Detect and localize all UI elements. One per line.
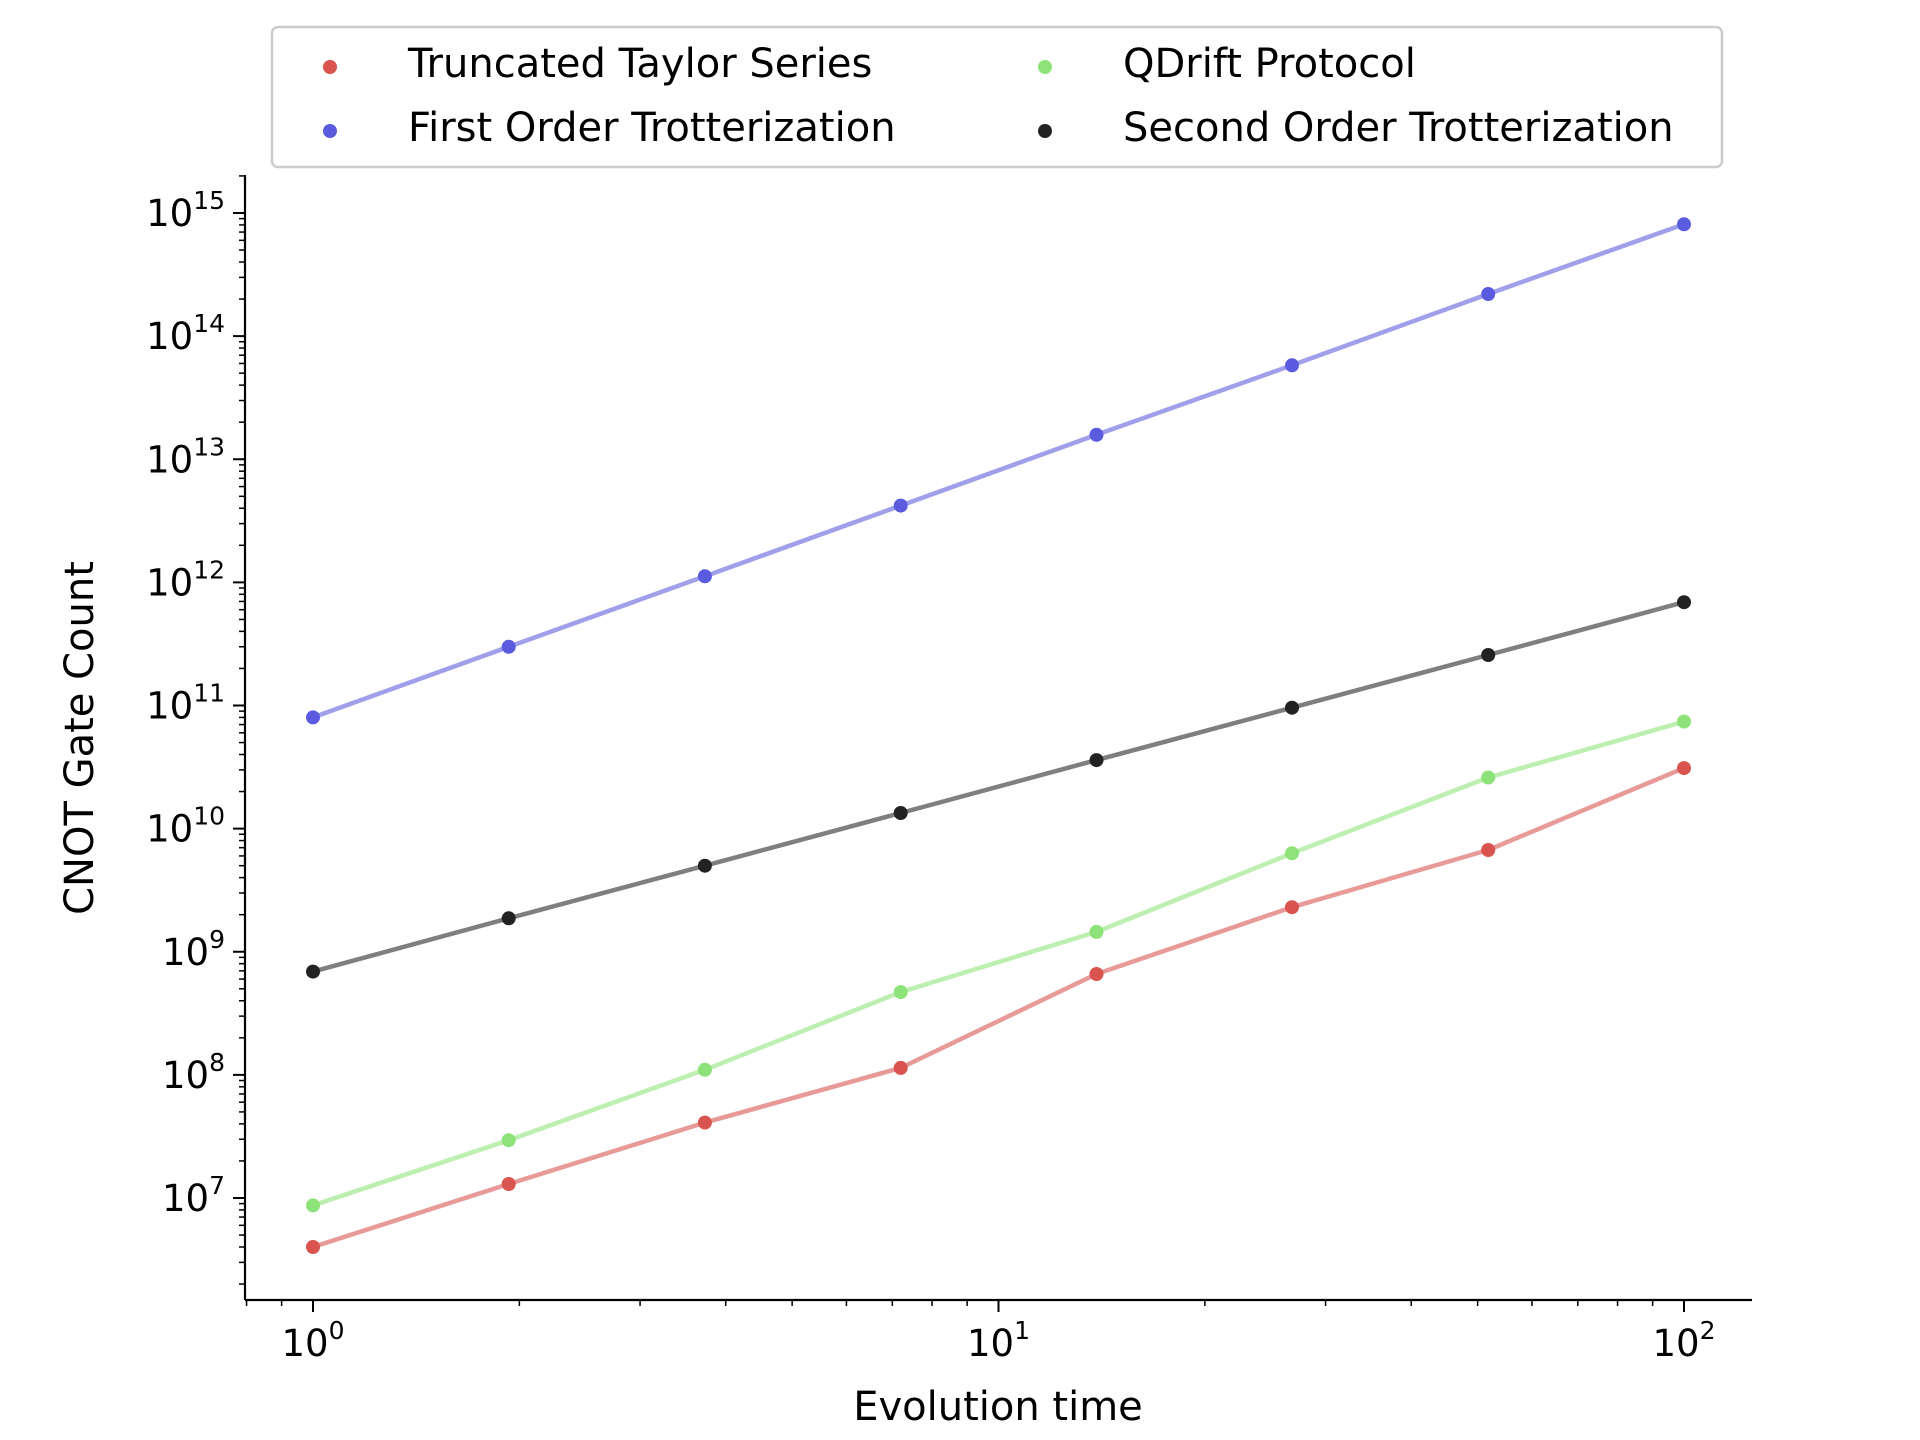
axes [243,175,1752,1302]
data-point-3-7 [1677,595,1691,610]
ticks: 100 101 102 107 108 109 1010 1011 1012 1013 1014 10… [146,175,1716,1365]
series-line-2 [310,719,1687,1208]
data-point-2-5 [1285,846,1299,861]
x-tick-label-1: 101 [967,1316,1030,1365]
data-point-0-4 [1089,967,1104,981]
y-tick-label-8: 1015 [146,186,225,235]
data-point-1-6 [1481,287,1496,301]
data-point-1-4 [1089,427,1104,442]
series-line-1 [310,222,1687,720]
data-point-1-2 [697,569,712,584]
data-point-3-5 [1285,700,1299,715]
data-point-2-7 [1677,714,1691,729]
y-tick-label-4: 1011 [146,679,225,728]
data-point-1-7 [1677,217,1691,232]
legend-label-3: Second Order Trotterization [1123,105,1674,151]
data-point-0-0 [306,1240,320,1254]
data-point-0-2 [697,1115,712,1130]
legend-label-1: First Order Trotterization [408,105,896,151]
y-tick-label-5: 1012 [146,555,225,604]
data-point-0-3 [893,1060,908,1075]
series-points [306,217,1691,1254]
data-point-3-1 [501,911,516,926]
legend-label-2: QDrift Protocol [1123,41,1416,87]
data-point-1-1 [501,639,516,654]
legend-marker-0 [323,60,337,74]
series-lines [310,222,1687,1250]
legend-label-0: Truncated Taylor Series [407,41,872,87]
y-tick-label-6: 1013 [146,432,225,481]
data-point-1-0 [306,710,320,725]
data-point-2-2 [697,1062,712,1077]
y-axis-label: CNOT Gate Count [57,561,103,915]
y-tick-label-1: 108 [162,1048,225,1097]
x-axis-label: Evolution time [853,1384,1143,1430]
data-point-2-0 [306,1198,320,1213]
legend-marker-1 [323,124,337,138]
series-line-3 [310,599,1687,974]
data-point-3-4 [1089,753,1104,768]
x-tick-label-0: 100 [282,1316,345,1365]
y-tick-label-0: 107 [162,1171,225,1220]
data-point-1-5 [1285,358,1299,373]
x-tick-label-2: 102 [1653,1316,1716,1365]
data-point-2-6 [1481,770,1496,785]
y-tick-label-7: 1014 [146,309,225,358]
legend-frame [270,25,1724,169]
data-point-2-3 [893,985,908,1000]
data-point-2-4 [1089,924,1104,939]
data-point-3-3 [893,806,908,820]
series-line-0 [310,765,1687,1250]
data-point-1-3 [893,498,908,513]
legend: Truncated Taylor Series First Order Trott… [270,25,1724,169]
data-point-0-6 [1481,843,1496,857]
data-point-3-2 [697,858,712,873]
legend-marker-3 [1038,124,1052,138]
y-tick-label-2: 109 [162,925,225,974]
y-tick-label-3: 1010 [146,802,225,851]
data-point-0-1 [501,1177,516,1191]
data-point-3-6 [1481,648,1496,662]
data-point-2-1 [501,1133,516,1148]
data-point-3-0 [306,964,320,979]
data-point-0-5 [1285,900,1299,915]
data-point-0-7 [1677,761,1691,776]
legend-marker-2 [1038,60,1052,74]
